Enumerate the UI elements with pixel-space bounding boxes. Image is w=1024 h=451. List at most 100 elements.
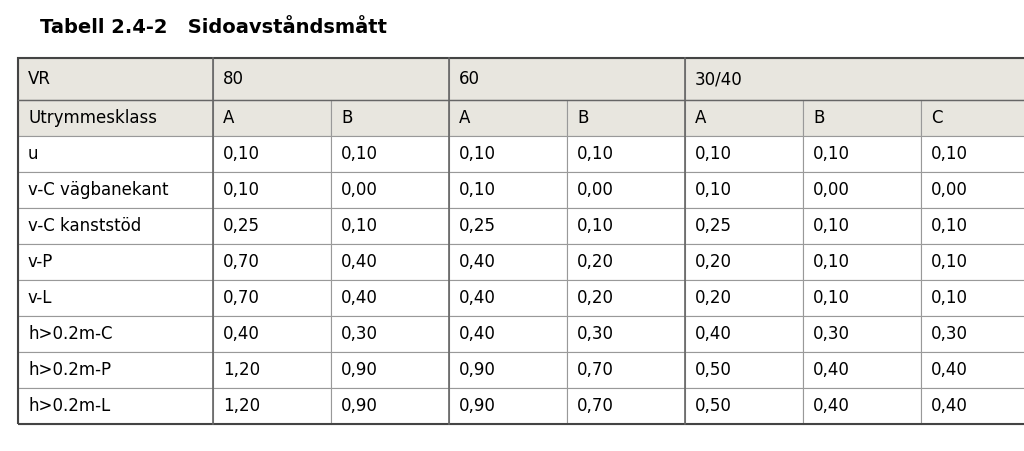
Bar [803, 280, 921, 316]
Bar [18, 58, 1024, 424]
Text: 0,50: 0,50 [695, 397, 732, 415]
Bar [449, 280, 567, 316]
Bar [803, 244, 921, 280]
Bar [331, 388, 449, 424]
Bar [685, 388, 803, 424]
Bar [921, 388, 1024, 424]
Bar [18, 244, 213, 280]
Text: h>0.2m-P: h>0.2m-P [28, 361, 112, 379]
Text: 0,40: 0,40 [931, 397, 968, 415]
Text: 0,20: 0,20 [577, 253, 614, 271]
Text: 0,10: 0,10 [813, 145, 850, 163]
Bar [685, 352, 803, 388]
Bar [803, 172, 921, 208]
Bar [685, 58, 1024, 100]
Bar [803, 136, 921, 172]
Text: 0,30: 0,30 [577, 325, 614, 343]
Bar [803, 100, 921, 136]
Text: 80: 80 [223, 70, 244, 88]
Bar [567, 352, 685, 388]
Text: 0,40: 0,40 [341, 289, 378, 307]
Bar [18, 280, 213, 316]
Text: 0,10: 0,10 [695, 181, 732, 199]
Text: 0,20: 0,20 [695, 253, 732, 271]
Bar [803, 316, 921, 352]
Text: C: C [931, 109, 942, 127]
Text: 0,30: 0,30 [341, 325, 378, 343]
Bar [685, 136, 803, 172]
Bar [18, 316, 213, 352]
Bar [567, 208, 685, 244]
Text: 0,10: 0,10 [931, 145, 968, 163]
Text: 0,40: 0,40 [459, 289, 496, 307]
Text: A: A [695, 109, 707, 127]
Bar [921, 244, 1024, 280]
Bar [567, 136, 685, 172]
Bar [18, 58, 213, 100]
Text: 30/40: 30/40 [695, 70, 742, 88]
Text: 0,70: 0,70 [577, 397, 613, 415]
Bar [213, 388, 331, 424]
Text: 0,10: 0,10 [577, 145, 614, 163]
Bar [685, 316, 803, 352]
Bar [449, 136, 567, 172]
Bar [213, 352, 331, 388]
Text: 0,30: 0,30 [931, 325, 968, 343]
Bar [449, 172, 567, 208]
Text: 0,10: 0,10 [813, 217, 850, 235]
Bar [449, 244, 567, 280]
Bar [331, 172, 449, 208]
Text: 0,00: 0,00 [577, 181, 613, 199]
Text: 0,10: 0,10 [459, 181, 496, 199]
Bar [685, 280, 803, 316]
Bar [567, 280, 685, 316]
Text: 0,10: 0,10 [341, 217, 378, 235]
Text: 0,10: 0,10 [223, 145, 260, 163]
Bar [803, 208, 921, 244]
Bar [331, 352, 449, 388]
Bar [567, 316, 685, 352]
Bar [685, 100, 803, 136]
Text: 0,25: 0,25 [695, 217, 732, 235]
Bar [18, 388, 213, 424]
Bar [449, 352, 567, 388]
Text: 0,00: 0,00 [931, 181, 968, 199]
Text: A: A [459, 109, 470, 127]
Text: 0,10: 0,10 [577, 217, 614, 235]
Text: u: u [28, 145, 39, 163]
Bar [449, 316, 567, 352]
Bar [567, 244, 685, 280]
Text: 0,10: 0,10 [931, 217, 968, 235]
Text: 0,10: 0,10 [695, 145, 732, 163]
Text: 0,40: 0,40 [813, 361, 850, 379]
Text: 0,10: 0,10 [931, 253, 968, 271]
Bar [803, 388, 921, 424]
Text: 0,40: 0,40 [931, 361, 968, 379]
Text: 0,00: 0,00 [341, 181, 378, 199]
Text: 0,40: 0,40 [695, 325, 732, 343]
Bar [921, 316, 1024, 352]
Text: 60: 60 [459, 70, 480, 88]
Bar [213, 58, 449, 100]
Bar [685, 208, 803, 244]
Bar [213, 208, 331, 244]
Text: h>0.2m-L: h>0.2m-L [28, 397, 111, 415]
Text: v-C vägbanekant: v-C vägbanekant [28, 181, 169, 199]
Text: 0,70: 0,70 [577, 361, 613, 379]
Bar [921, 172, 1024, 208]
Text: 0,70: 0,70 [223, 253, 260, 271]
Bar [331, 280, 449, 316]
Bar [213, 100, 331, 136]
Text: v-C kanststöd: v-C kanststöd [28, 217, 141, 235]
Text: 0,90: 0,90 [341, 397, 378, 415]
Text: 0,10: 0,10 [341, 145, 378, 163]
Bar [685, 244, 803, 280]
Bar [213, 280, 331, 316]
Text: 0,10: 0,10 [459, 145, 496, 163]
Bar [18, 352, 213, 388]
Text: 1,20: 1,20 [223, 361, 260, 379]
Text: 0,00: 0,00 [813, 181, 850, 199]
Bar [685, 172, 803, 208]
Bar [18, 136, 213, 172]
Bar [331, 244, 449, 280]
